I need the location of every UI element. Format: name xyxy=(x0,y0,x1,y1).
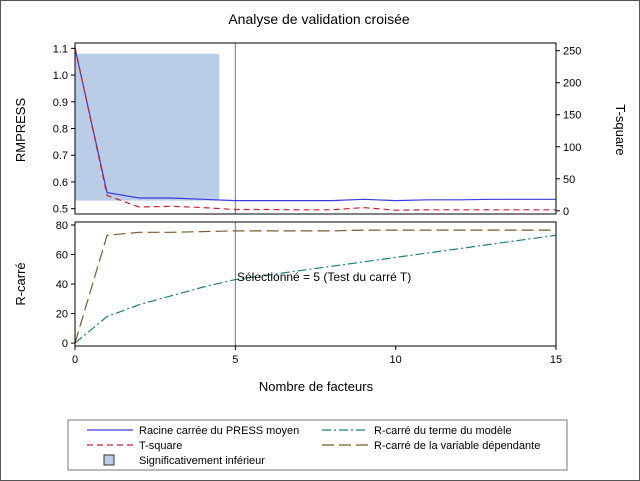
chart-title: Analyse de validation croisée xyxy=(228,11,410,27)
x-tick-label: 0 xyxy=(72,354,78,366)
y-tick-bottom-label: 20 xyxy=(56,309,68,321)
y-tick-bottom-label: 0 xyxy=(62,338,68,350)
x-tick-label: 10 xyxy=(390,354,402,366)
x-tick-label: 15 xyxy=(550,354,562,366)
y-tick-left-label: 0.5 xyxy=(53,204,68,216)
y-tick-left-label: 0.6 xyxy=(53,177,68,189)
y-tick-left-label: 0.7 xyxy=(53,150,68,162)
legend-swatch-4 xyxy=(103,454,115,466)
y-tick-left-label: 1.0 xyxy=(53,70,68,82)
y-axis-label-right-top: T-square xyxy=(613,104,628,155)
legend-label-3: R-carré de la variable dépendante xyxy=(374,440,540,452)
selection-annotation: Sélectionné = 5 (Test du carré T) xyxy=(237,270,411,284)
y-tick-bottom-label: 60 xyxy=(56,249,68,261)
series-line-bottom-0 xyxy=(74,234,557,344)
y-tick-left-label: 0.8 xyxy=(53,124,68,136)
y-axis-label-bottom: R-carré xyxy=(13,262,28,305)
y-tick-left-label: 1.1 xyxy=(53,43,68,55)
legend: Racine carrée du PRESS moyen R-carré du t… xyxy=(67,419,568,471)
y-axis-label-left-top: RMPRESS xyxy=(13,98,28,163)
series-line-top-0 xyxy=(74,48,556,202)
legend-label-4: Significativement inférieur xyxy=(139,455,265,467)
series-line-bottom-1 xyxy=(74,229,556,344)
legend-box xyxy=(67,419,568,471)
y-tick-right-label: 200 xyxy=(563,78,581,90)
legend-label-2: T-square xyxy=(139,440,182,452)
series-line-top-1 xyxy=(74,47,556,211)
y-tick-left-label: 0.9 xyxy=(53,97,68,109)
y-tick-right-label: 0 xyxy=(563,206,569,218)
significance-region xyxy=(75,53,220,201)
y-tick-bottom-label: 40 xyxy=(56,279,68,291)
legend-label-1: R-carré du terme du modèle xyxy=(374,425,512,437)
legend-label-0: Racine carrée du PRESS moyen xyxy=(139,425,299,437)
y-tick-right-label: 150 xyxy=(563,110,581,122)
y-tick-right-label: 100 xyxy=(563,142,581,154)
y-tick-bottom-label: 80 xyxy=(56,220,68,232)
bottom-panel: 0 20 40 60 80 0 5 10 15 xyxy=(56,220,562,366)
y-tick-right-label: 50 xyxy=(563,174,575,186)
y-tick-right-label: 250 xyxy=(563,46,581,58)
x-axis-label: Nombre de facteurs xyxy=(259,379,374,394)
x-tick-label: 5 xyxy=(232,354,238,366)
top-panel: 0.5 0.6 0.7 0.8 0.9 1.0 1.1 0 50 100 150 200 250 xyxy=(53,42,581,218)
